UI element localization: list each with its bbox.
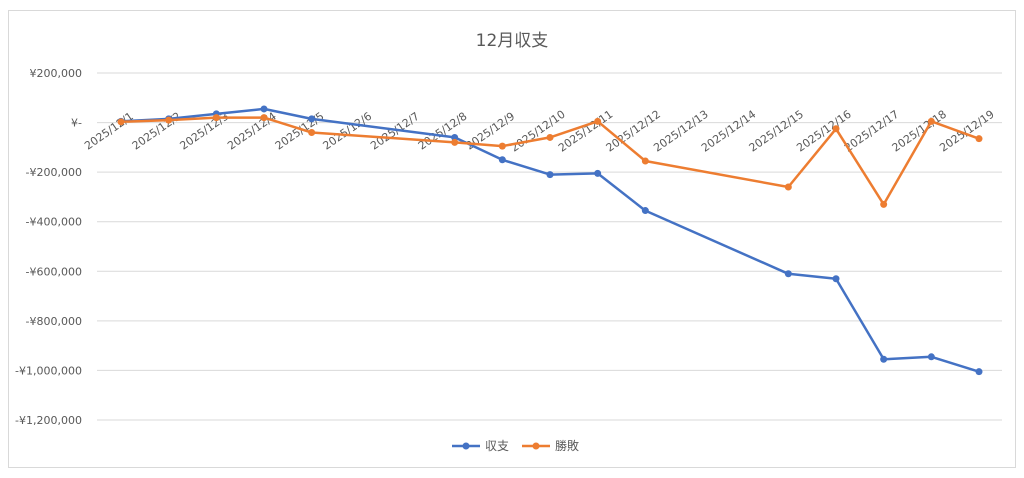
data-point — [832, 275, 840, 283]
data-point — [308, 128, 316, 136]
x-tick-label: 2025/12/2 — [130, 110, 184, 153]
legend-label: 勝敗 — [555, 438, 579, 453]
data-point — [880, 355, 888, 363]
data-point — [784, 270, 792, 278]
data-point — [594, 169, 602, 177]
data-point — [498, 142, 506, 150]
data-point — [546, 171, 554, 179]
series-balance — [117, 105, 983, 376]
data-point — [880, 200, 888, 208]
gridlines — [97, 72, 1002, 421]
data-point — [212, 114, 220, 122]
x-tick-label: 2025/12/1 — [82, 110, 136, 153]
legend-marker — [532, 442, 540, 450]
series-winloss — [117, 114, 983, 208]
y-tick-label: -¥1,000,000 — [15, 364, 82, 377]
data-point — [308, 115, 316, 123]
x-tick-label: 2025/12/4 — [225, 110, 279, 153]
data-point — [451, 133, 459, 141]
y-tick-label: -¥600,000 — [26, 265, 82, 278]
data-point — [927, 117, 935, 125]
y-tick-label: ¥- — [71, 117, 82, 130]
data-point — [451, 138, 459, 146]
data-point — [641, 207, 649, 215]
series-layer — [117, 105, 983, 376]
legend-item[interactable]: 勝敗 — [522, 438, 579, 453]
x-tick-label: 2025/12/6 — [320, 110, 374, 153]
legend[interactable]: 収支 勝敗 — [452, 438, 579, 453]
data-point — [975, 135, 983, 143]
data-point — [594, 117, 602, 125]
y-tick-label: -¥400,000 — [26, 216, 82, 229]
chart-frame — [8, 10, 1016, 468]
data-point — [498, 156, 506, 164]
data-point — [117, 118, 125, 126]
legend-item[interactable]: 収支 — [452, 439, 509, 453]
data-point — [975, 368, 983, 376]
y-axis-ticks: ¥200,000 ¥- -¥200,000 -¥400,000 -¥600,000 -¥8… — [15, 67, 82, 427]
data-point — [927, 353, 935, 361]
x-tick-label: 2025/12/8 — [416, 110, 470, 153]
data-point — [165, 116, 173, 124]
y-tick-label: -¥200,000 — [26, 166, 82, 179]
chart-title: 12月収支 — [476, 31, 549, 51]
data-point — [784, 183, 792, 191]
legend-label: 収支 — [485, 439, 509, 453]
y-tick-label: -¥1,200,000 — [15, 414, 82, 427]
legend-marker — [462, 442, 470, 450]
data-point — [260, 105, 268, 113]
data-point — [260, 114, 268, 122]
data-point — [546, 133, 554, 141]
data-point — [832, 125, 840, 133]
y-tick-label: -¥800,000 — [26, 315, 82, 328]
data-point — [641, 157, 649, 165]
y-tick-label: ¥200,000 — [30, 67, 83, 80]
